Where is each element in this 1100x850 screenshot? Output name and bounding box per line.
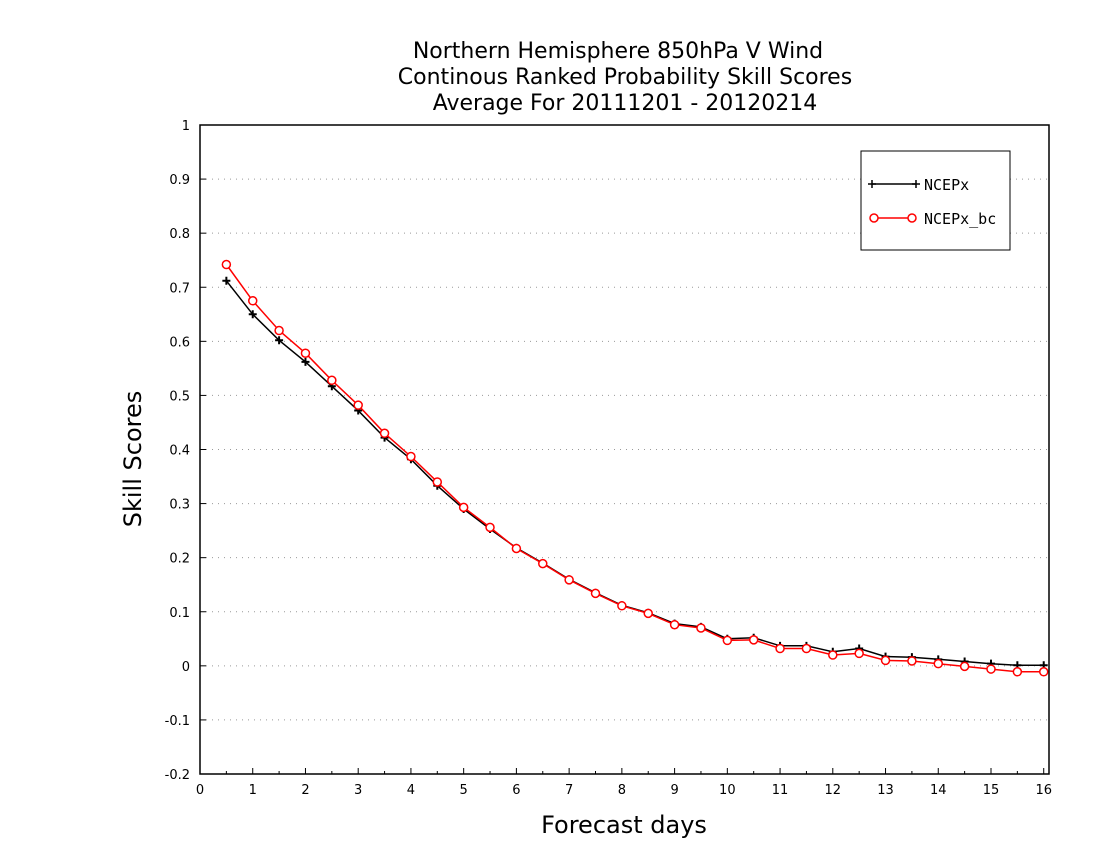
legend-box — [860, 150, 1011, 251]
point-ncepx-bc-8 — [432, 477, 443, 487]
series-line-ncepx — [225, 280, 1044, 667]
x-tick-label-9: 9 — [670, 783, 678, 798]
point-ncepx-bc-22 — [801, 643, 812, 654]
x-tick-label-7: 7 — [565, 783, 573, 798]
point-ncepx-bc-9 — [458, 502, 469, 513]
y-tick-label-1: -0.1 — [165, 714, 190, 729]
legend-marker-ncepx-bc-left — [869, 213, 879, 223]
legend-marker-ncepx-bc-right — [907, 213, 917, 223]
y-tick-label-10: 0.8 — [169, 227, 190, 242]
point-ncepx-bc-26 — [907, 656, 917, 666]
x-tick-label-6: 6 — [512, 783, 520, 798]
point-ncepx-bc-17 — [669, 619, 680, 630]
y-tick-label-11: 0.9 — [169, 173, 190, 188]
x-tick-label-4: 4 — [407, 783, 415, 798]
y-tick-label-5: 0.3 — [169, 498, 190, 513]
chart-title: Northern Hemisphere 850hPa V Wind Contin… — [398, 39, 852, 116]
point-ncepx-bc-13 — [564, 575, 574, 585]
title-line-2: Continous Ranked Probability Skill Score… — [398, 65, 852, 90]
point-ncepx-bc-23 — [828, 650, 838, 660]
x-tick-label-15: 15 — [983, 783, 1000, 798]
x-tick-label-0: 0 — [196, 783, 204, 798]
axis-ticks: -0.2-0.100.10.20.30.40.50.60.70.80.910 1 2… — [165, 119, 1052, 798]
legend-marker-ncepx — [868, 180, 920, 188]
y-tick-label-4: 0.2 — [169, 552, 190, 567]
point-ncepx-bc-29 — [986, 664, 996, 674]
point-ncepx-bc-7 — [406, 451, 416, 462]
point-ncepx-bc-21 — [775, 643, 785, 654]
point-ncepx-2 — [275, 336, 284, 345]
legend-label-ncepx: NCEPx — [924, 176, 969, 194]
point-ncepx-bc-14 — [590, 588, 601, 599]
x-tick-label-11: 11 — [772, 783, 789, 798]
point-ncepx-bc-3 — [300, 348, 311, 358]
point-ncepx-bc-18 — [696, 623, 706, 633]
point-ncepx-0 — [222, 276, 231, 285]
y-axis-label: Skill Scores — [119, 391, 147, 528]
point-ncepx-bc-20 — [748, 635, 759, 645]
x-tick-label-14: 14 — [930, 783, 947, 798]
x-tick-label-3: 3 — [354, 783, 362, 798]
point-ncepx-bc-0 — [221, 259, 232, 270]
y-tick-label-8: 0.6 — [169, 335, 190, 350]
legend: NCEPx NCEPx_bc — [860, 150, 1011, 251]
point-ncepx-bc-19 — [722, 635, 733, 646]
x-tick-label-13: 13 — [877, 783, 894, 798]
plot-frame — [199, 124, 1050, 775]
point-ncepx-bc-2 — [274, 325, 284, 336]
y-tick-label-2: 0 — [182, 660, 190, 675]
y-tick-label-7: 0.5 — [169, 389, 190, 404]
x-tick-label-10: 10 — [719, 783, 736, 798]
point-ncepx-bc-27 — [933, 658, 944, 669]
series-layer — [221, 259, 1049, 677]
y-tick-label-3: 0.1 — [169, 606, 190, 621]
point-ncepx-bc-15 — [617, 601, 627, 611]
x-axis-label: Forecast days — [541, 811, 707, 839]
point-ncepx-bc-16 — [643, 608, 653, 619]
point-ncepx-bc-6 — [379, 428, 390, 439]
point-ncepx-3 — [301, 357, 310, 366]
point-ncepx-bc-24 — [854, 648, 864, 659]
x-tick-label-16: 16 — [1035, 783, 1052, 798]
x-tick-label-1: 1 — [249, 783, 257, 798]
point-ncepx-bc-5 — [353, 400, 363, 410]
x-tick-label-8: 8 — [618, 783, 626, 798]
x-tick-label-5: 5 — [460, 783, 468, 798]
y-tick-label-6: 0.4 — [169, 444, 190, 459]
x-tick-label-2: 2 — [301, 783, 309, 798]
point-ncepx-bc-25 — [880, 655, 891, 666]
point-ncepx-bc-11 — [511, 543, 522, 554]
legend-label-ncepx-bc: NCEPx_bc — [924, 210, 996, 228]
y-tick-label-12: 1 — [182, 119, 190, 134]
point-ncepx-bc-4 — [327, 375, 337, 386]
point-ncepx-bc-31 — [1038, 667, 1049, 677]
title-line-1: Northern Hemisphere 850hPa V Wind — [413, 39, 823, 64]
series-line-ncepx-bc — [225, 264, 1044, 673]
y-tick-label-0: -0.2 — [165, 768, 190, 783]
point-ncepx-bc-10 — [485, 522, 495, 533]
point-ncepx-1 — [248, 310, 257, 319]
x-tick-label-12: 12 — [825, 783, 842, 798]
point-ncepx-bc-28 — [959, 661, 970, 672]
point-ncepx-bc-30 — [1012, 667, 1023, 677]
point-ncepx-bc-12 — [538, 558, 548, 569]
y-tick-label-9: 0.7 — [169, 281, 190, 296]
point-ncepx-bc-1 — [247, 296, 258, 306]
title-line-3: Average For 20111201 - 20120214 — [433, 91, 818, 116]
